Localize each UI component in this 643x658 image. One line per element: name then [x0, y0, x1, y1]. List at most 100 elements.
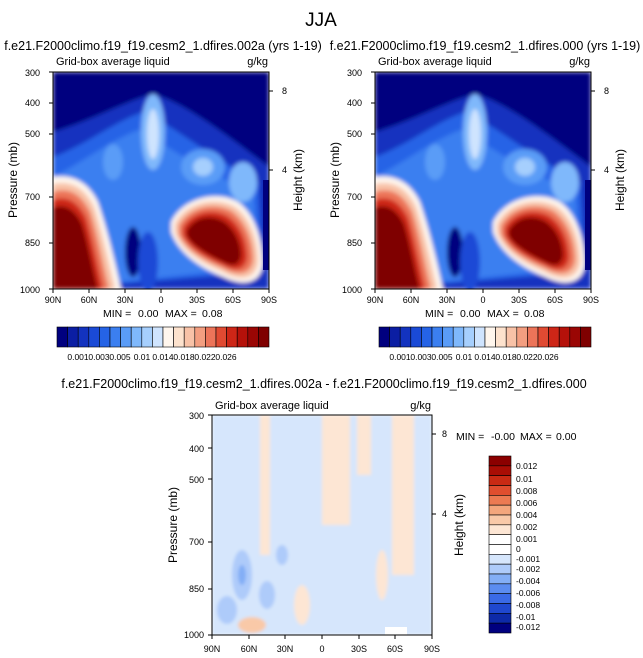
- x-tick-label: 60S: [387, 644, 403, 654]
- x-tick-label: 0: [480, 295, 485, 305]
- right-panel-y-label: Pressure (mb): [328, 142, 342, 218]
- colorbar-swatch: [495, 326, 507, 348]
- y-tick-label: 300: [25, 68, 40, 78]
- colorbar-label: -0.001: [516, 554, 540, 564]
- colorbar-label: 0.001: [516, 534, 538, 544]
- colorbar-swatch: [484, 326, 496, 348]
- colorbar-label: 0.001: [389, 352, 411, 362]
- right-panel-height-label: Height (km): [613, 149, 627, 211]
- right-panel-title: f.e21.F2000climo.f19_f19.cesm2_1.dfires.…: [330, 39, 641, 53]
- x-tick-label: 60S: [225, 295, 241, 305]
- y-tick-label: 850: [25, 238, 40, 248]
- height-tick-label: 4: [604, 165, 609, 175]
- colorbar-label: -0.01: [516, 612, 536, 622]
- colorbar-swatch: [488, 485, 512, 496]
- max-value: 0.00: [556, 431, 577, 443]
- colorbar-swatch: [77, 326, 90, 348]
- colorbar-label: 0.014: [474, 352, 496, 362]
- x-tick-label: 30N: [117, 295, 134, 305]
- min-label: MIN =: [456, 431, 484, 443]
- colorbar-label: 0.014: [152, 352, 174, 362]
- height-tick-label: 4: [442, 509, 447, 519]
- colorbar-swatch: [569, 326, 581, 348]
- max-value: 0.08: [202, 308, 223, 320]
- colorbar-label: 0.01: [516, 474, 533, 484]
- left-panel-height-label: Height (km): [291, 149, 305, 211]
- colorbar-swatch: [258, 326, 270, 348]
- max-label: MAX =: [165, 308, 197, 320]
- colorbar-label: 0.012: [516, 461, 538, 471]
- colorbar-label: 0.005: [109, 352, 131, 362]
- x-tick-label: 60N: [241, 644, 258, 654]
- x-tick-label: 30S: [189, 295, 205, 305]
- max-label: MAX =: [520, 431, 552, 443]
- x-tick-label: 90N: [204, 644, 221, 654]
- left-panel-height-axis: 8 4 Height (km): [269, 86, 305, 211]
- left-panel-title: f.e21.F2000climo.f19_f19.cesm2_1.dfires.…: [4, 39, 322, 53]
- left-panel-colorbar: 0.001 0.003 0.005 0.01 0.014 0.018 0.022…: [56, 326, 270, 362]
- colorbar-label: 0.004: [516, 510, 538, 520]
- difference-panel-colorbar: 0.012 0.01 0.008 0.006 0.004 0.002 0.001…: [488, 455, 540, 634]
- colorbar-label: 0.022: [194, 352, 216, 362]
- colorbar-swatch: [99, 326, 111, 348]
- y-tick-label: 850: [189, 584, 204, 594]
- max-label: MAX =: [487, 308, 519, 320]
- colorbar-label: 0.01: [456, 352, 473, 362]
- colorbar-label: 0.018: [173, 352, 195, 362]
- colorbar-swatch: [141, 326, 153, 348]
- colorbar-swatch: [488, 465, 512, 476]
- colorbar-swatch: [120, 326, 132, 348]
- colorbar-label: 0.002: [516, 522, 538, 532]
- colorbar-swatch: [162, 326, 174, 348]
- y-tick-label: 400: [25, 98, 40, 108]
- y-tick-label: 400: [189, 444, 204, 454]
- difference-panel-x-axis: 90N 60N 30N 0 30S 60S 90S: [204, 635, 440, 654]
- colorbar-swatch: [488, 524, 512, 535]
- colorbar-swatch: [389, 326, 401, 348]
- y-tick-label: 850: [347, 238, 362, 248]
- difference-panel-height-axis: 8 4 Height (km): [432, 429, 466, 556]
- colorbar-swatch: [194, 326, 206, 348]
- y-tick-label: 300: [189, 411, 204, 421]
- colorbar-label: 0.026: [215, 352, 237, 362]
- difference-panel-field: [212, 415, 432, 635]
- right-panel-field: [375, 72, 591, 289]
- min-value: 0.00: [460, 308, 481, 320]
- x-tick-label: 60S: [547, 295, 563, 305]
- left-panel-unit-label: g/kg: [247, 56, 268, 68]
- colorbar-label: -0.004: [516, 576, 540, 586]
- x-tick-label: 90N: [45, 295, 62, 305]
- difference-panel-height-label: Height (km): [452, 494, 466, 556]
- colorbar-label: 0.006: [516, 498, 538, 508]
- left-panel-variable-label: Grid-box average liquid: [56, 56, 170, 68]
- y-tick-label: 1000: [342, 285, 362, 295]
- colorbar-swatch: [488, 554, 512, 565]
- y-tick-label: 500: [189, 475, 204, 485]
- colorbar-swatch: [378, 326, 390, 348]
- colorbar-swatch: [488, 603, 512, 614]
- colorbar-label: 0.01: [134, 352, 151, 362]
- left-panel-field: [53, 72, 269, 289]
- x-tick-label: 90N: [367, 295, 384, 305]
- difference-panel-stats: MIN = -0.00 MAX = 0.00: [456, 431, 577, 443]
- colorbar-swatch: [399, 326, 412, 348]
- colorbar-swatch: [488, 573, 512, 585]
- colorbar-label: 0.022: [516, 352, 538, 362]
- colorbar-swatch: [488, 593, 512, 604]
- colorbar-label: -0.006: [516, 588, 540, 598]
- left-panel-stats: MIN = 0.00 MAX = 0.08: [103, 308, 223, 320]
- colorbar-swatch: [452, 326, 465, 348]
- colorbar-label: -0.012: [516, 622, 540, 632]
- left-panel: f.e21.F2000climo.f19_f19.cesm2_1.dfires.…: [4, 39, 322, 362]
- colorbar-swatch: [56, 326, 68, 348]
- colorbar-swatch: [488, 544, 512, 555]
- colorbar-label: 0.018: [495, 352, 517, 362]
- y-tick-label: 700: [25, 192, 40, 202]
- left-panel-y-axis: 300 400 500 700 850 1000 Pressure (mb): [6, 68, 53, 295]
- left-panel-y-label: Pressure (mb): [6, 142, 20, 218]
- y-tick-label: 700: [189, 537, 204, 547]
- difference-panel-y-label: Pressure (mb): [166, 487, 180, 563]
- y-tick-label: 1000: [184, 630, 204, 640]
- colorbar-swatch: [442, 326, 454, 348]
